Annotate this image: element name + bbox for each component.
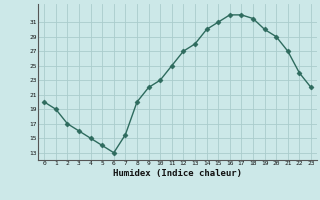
X-axis label: Humidex (Indice chaleur): Humidex (Indice chaleur) [113, 169, 242, 178]
